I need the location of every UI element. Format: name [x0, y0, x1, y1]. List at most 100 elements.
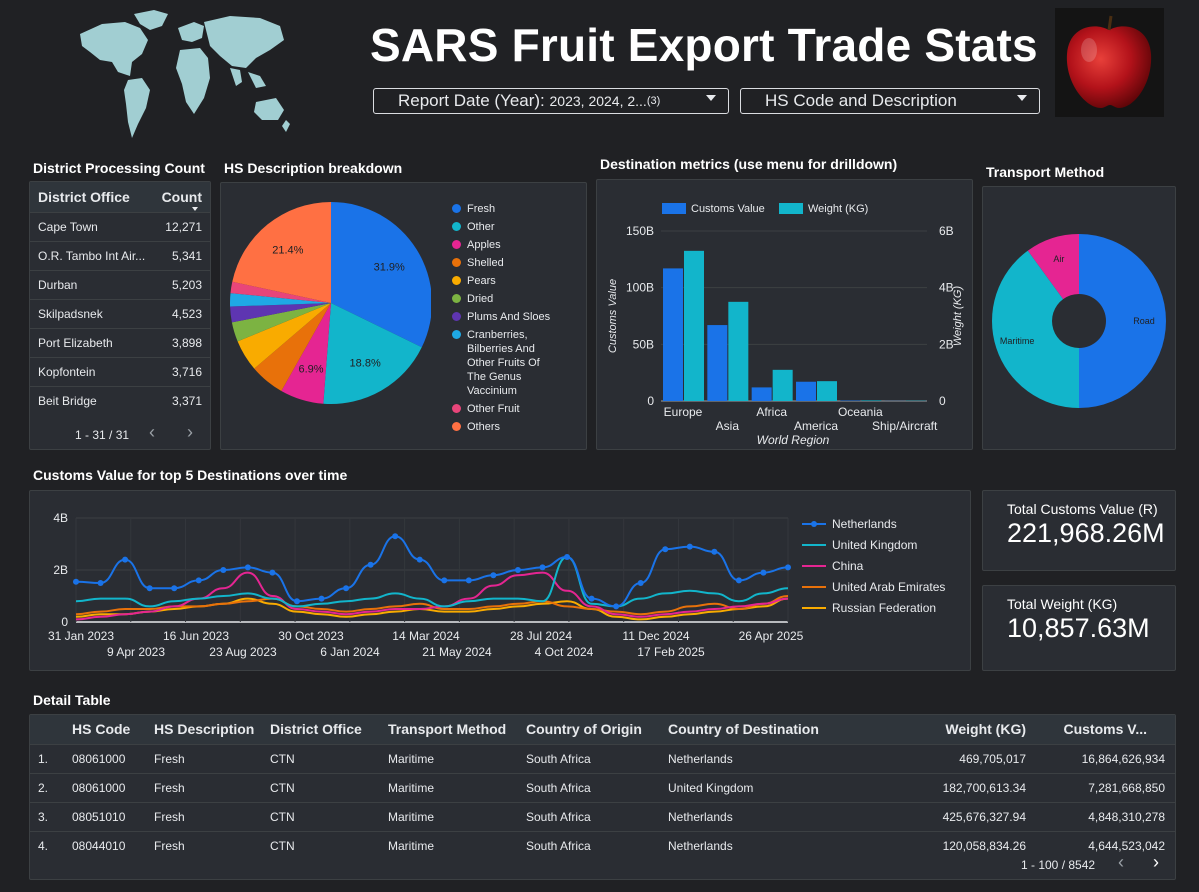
data-point[interactable] [244, 564, 251, 571]
table-row[interactable]: Cape Town 12,271 [30, 212, 210, 241]
pie-slice-shelled[interactable] [254, 303, 331, 391]
pie-slice-other[interactable] [323, 303, 422, 404]
table-row[interactable]: Beit Bridge 3,371 [30, 386, 210, 415]
legend-item-other-fruit[interactable]: Other Fruit [452, 402, 557, 416]
column-header-district-office[interactable]: District Office [38, 188, 130, 205]
table-row[interactable]: Skilpadsnek 4,523 [30, 299, 210, 328]
data-point[interactable] [686, 543, 693, 550]
chevron-right-icon[interactable]: › [187, 422, 193, 442]
series-line-netherlands[interactable] [75, 535, 789, 608]
data-point[interactable] [539, 564, 546, 571]
data-point[interactable] [490, 572, 497, 579]
table-row[interactable]: 4. 08044010 Fresh CTN Maritime South Africa Ne… [30, 831, 1175, 860]
column-header-country-of-destination[interactable]: Country of Destination [668, 721, 819, 738]
pie-slice-apples[interactable] [281, 303, 331, 404]
legend-item-united-kingdom[interactable]: United Kingdom [832, 538, 917, 552]
column-header-hs-code[interactable]: HS Code [72, 721, 131, 738]
data-point[interactable] [195, 577, 202, 584]
bar-weight-africa[interactable] [772, 369, 793, 401]
legend-item-pears[interactable]: Pears [452, 274, 557, 288]
table-row[interactable]: 2. 08061000 Fresh CTN Maritime South Africa Un… [30, 773, 1175, 802]
column-header-weight-kg[interactable]: Weight (KG) [945, 721, 1026, 738]
hs-code-filter[interactable]: HS Code and Description [740, 88, 1040, 114]
table-row[interactable]: Port Elizabeth 3,898 [30, 328, 210, 357]
pie-slice-plums-and-sloes[interactable] [230, 303, 331, 323]
bar-customs-africa[interactable] [751, 387, 772, 401]
donut-slice-maritime[interactable] [992, 250, 1079, 408]
pie-slice-pears[interactable] [237, 303, 331, 369]
pie-slice-other-fruit[interactable] [230, 281, 331, 303]
data-point[interactable] [392, 533, 399, 540]
column-header-country-of-origin[interactable]: Country of Origin [526, 721, 642, 738]
legend-item-cranberries-bilberries-and-other-fruits-of-the-genus-vaccinium[interactable]: Cranberries, Bilberries And Other Fruits… [452, 328, 557, 398]
data-point[interactable] [146, 585, 153, 592]
data-point[interactable] [465, 577, 472, 584]
legend-item-russian-federation[interactable]: Russian Federation [832, 601, 936, 615]
data-point[interactable] [122, 556, 129, 563]
data-point[interactable] [588, 595, 595, 602]
data-point[interactable] [735, 577, 742, 584]
legend-item-shelled[interactable]: Shelled [452, 256, 557, 270]
column-header-count[interactable]: Count [157, 182, 210, 212]
bar-weight-oceania[interactable] [861, 400, 882, 401]
report-date-filter[interactable]: Report Date (Year): 2023, 2024, 2...(3) [373, 88, 729, 114]
donut-slice-road[interactable] [1079, 234, 1166, 408]
table-row[interactable]: O.R. Tambo Int Air... 5,341 [30, 241, 210, 270]
bar-customs-america[interactable] [796, 381, 816, 401]
data-point[interactable] [318, 595, 325, 602]
legend-item-apples[interactable]: Apples [452, 238, 557, 252]
column-header-district-office[interactable]: District Office [270, 721, 362, 738]
legend-item-other[interactable]: Other [452, 220, 557, 234]
bar-customs-asia[interactable] [707, 325, 728, 401]
data-point[interactable] [171, 585, 178, 592]
data-point[interactable] [785, 564, 791, 571]
column-header-transport-method[interactable]: Transport Method [388, 721, 507, 738]
data-point[interactable] [343, 585, 350, 592]
data-point[interactable] [97, 580, 104, 586]
data-point[interactable] [637, 580, 644, 586]
table-row[interactable]: 3. 08051010 Fresh CTN Maritime South Africa Ne… [30, 802, 1175, 831]
data-point[interactable] [564, 554, 571, 560]
donut-slice-air[interactable] [1027, 234, 1079, 300]
legend-item-dried[interactable]: Dried [452, 292, 557, 306]
legend-item-united-arab-emirates[interactable]: United Arab Emirates [832, 580, 945, 594]
bar-weight-europe[interactable] [684, 250, 704, 401]
data-point[interactable] [441, 577, 448, 584]
table-row[interactable]: Durban 5,203 [30, 270, 210, 299]
bar-weight-asia[interactable] [728, 301, 749, 401]
legend-item-fresh[interactable]: Fresh [452, 202, 557, 216]
data-point[interactable] [760, 569, 767, 576]
data-point[interactable] [73, 578, 79, 585]
data-point[interactable] [613, 603, 620, 610]
detail-cell: 08061000 [72, 751, 126, 766]
series-line-united-arab-emirates[interactable] [75, 595, 789, 616]
table-row[interactable]: 1. 08061000 Fresh CTN Maritime South Africa Ne… [30, 744, 1175, 773]
series-line-united-kingdom[interactable] [75, 555, 789, 608]
pie-slice-fresh[interactable] [331, 202, 431, 348]
data-point[interactable] [269, 569, 276, 576]
data-point[interactable] [367, 561, 374, 568]
data-point[interactable] [293, 598, 300, 605]
legend-item-netherlands[interactable]: Netherlands [832, 517, 897, 531]
legend-swatch [452, 294, 461, 303]
table-row[interactable]: Kopfontein 3,716 [30, 357, 210, 386]
legend-item-others[interactable]: Others [452, 420, 557, 434]
chevron-right-icon[interactable]: › [1153, 852, 1159, 872]
pie-slice-dried[interactable] [231, 303, 331, 342]
data-point[interactable] [662, 546, 669, 553]
series-line-china[interactable] [75, 571, 789, 621]
bar-customs-europe[interactable] [663, 268, 683, 401]
data-point[interactable] [220, 567, 227, 573]
column-header-customs-v[interactable]: Customs V... [1063, 721, 1147, 738]
chevron-left-icon[interactable]: ‹ [149, 422, 155, 442]
data-point[interactable] [711, 548, 718, 555]
data-point[interactable] [514, 567, 521, 573]
legend-item-plums-and-sloes[interactable]: Plums And Sloes [452, 310, 557, 324]
column-header-hs-description[interactable]: HS Description [154, 721, 255, 738]
pie-slice-cranberries-bilberries-and-other-fruits-of-the-genus-vaccinium[interactable] [230, 293, 331, 307]
pie-slice-others[interactable] [232, 202, 331, 303]
bar-weight-america[interactable] [817, 381, 837, 401]
data-point[interactable] [416, 556, 423, 563]
chevron-left-icon[interactable]: ‹ [1118, 852, 1124, 872]
legend-item-china[interactable]: China [832, 559, 864, 573]
